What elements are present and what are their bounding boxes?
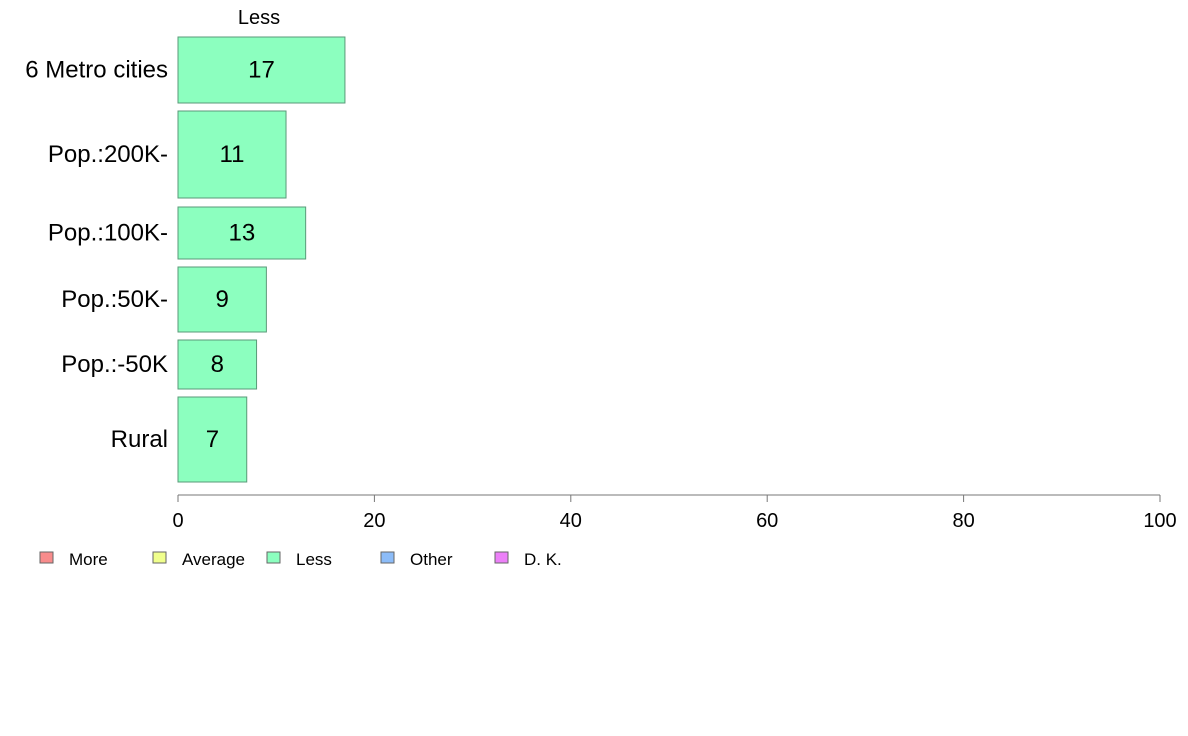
bar-2 — [177, 206, 307, 260]
bars-group: 17 6 Metro cities 11 Pop.:200K- 13 Pop.:100K-… — [25, 36, 346, 483]
x-tick-label-3: 60 — [756, 510, 778, 532]
x-tick-label-1: 20 — [363, 510, 385, 532]
legend-swatch-1 — [152, 551, 167, 564]
category-label-5: Rural — [111, 426, 168, 453]
bar-5 — [177, 396, 248, 483]
legend-swatch-2 — [266, 551, 281, 564]
bar-4 — [177, 339, 258, 390]
legend-swatch-0 — [39, 551, 54, 564]
legend-label-4: D. K. — [524, 550, 562, 569]
category-label-0: 6 Metro cities — [25, 57, 168, 84]
category-label-2: Pop.:100K- — [48, 220, 168, 247]
data-label-4: 8 — [211, 351, 224, 378]
category-label-4: Pop.:-50K — [61, 351, 168, 378]
x-axis: 0 20 40 60 80 100 — [172, 494, 1177, 532]
data-label-3: 9 — [216, 286, 229, 313]
data-label-1: 11 — [220, 141, 245, 168]
data-label-5: 7 — [206, 426, 219, 453]
category-label-3: Pop.:50K- — [61, 286, 168, 313]
legend-label-1: Average — [182, 550, 245, 569]
legend-swatch-4 — [494, 551, 509, 564]
column-header: Less — [238, 7, 280, 29]
x-tick-label-2: 40 — [560, 510, 582, 532]
legend-label-0: More — [69, 550, 108, 569]
category-label-1: Pop.:200K- — [48, 141, 168, 168]
legend-label-3: Other — [410, 550, 453, 569]
data-label-2: 13 — [228, 220, 255, 247]
bar-0 — [177, 36, 346, 104]
bar-3 — [177, 266, 267, 333]
legend-swatch-3 — [380, 551, 395, 564]
x-tick-label-5: 100 — [1143, 510, 1176, 532]
data-label-0: 17 — [248, 57, 275, 84]
legend-label-2: Less — [296, 550, 332, 569]
legend: More Average Less Other D. K. — [39, 550, 562, 569]
bar-1 — [177, 110, 287, 199]
x-tick-label-0: 0 — [172, 510, 183, 532]
x-tick-label-4: 80 — [952, 510, 974, 532]
